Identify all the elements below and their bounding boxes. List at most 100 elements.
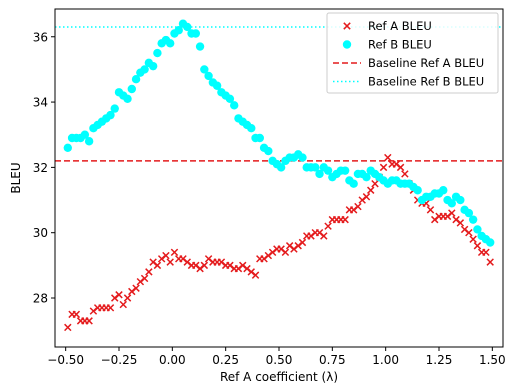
x-tick-label: 0.50 [266, 353, 293, 367]
ref-a-point [162, 251, 170, 260]
ref-a-point [119, 300, 127, 309]
ref-b-point [131, 75, 141, 84]
ref-a-point [448, 209, 456, 217]
ref-b-point [276, 163, 286, 172]
ref-a-point [401, 170, 409, 178]
ref-a-point [324, 222, 332, 230]
ref-a-point [341, 215, 349, 224]
ref-a-point [362, 193, 371, 201]
ref-a-point [426, 206, 435, 214]
x-axis-label: Ref A coefficient (λ) [220, 370, 338, 383]
series-ref-b [63, 19, 495, 247]
y-axis: 28 30 32 34 36 [33, 30, 55, 306]
ref-b-point [486, 238, 495, 247]
ref-a-point [85, 317, 93, 325]
ref-b-point [456, 195, 465, 205]
legend-label: Baseline Ref A BLEU [368, 56, 484, 70]
ref-b-point [110, 104, 119, 113]
ref-b-point [311, 163, 320, 172]
legend-label: Baseline Ref B BLEU [368, 75, 484, 89]
ref-a-point [64, 323, 72, 332]
ref-b-point [166, 39, 175, 48]
x-tick-label: 0.75 [319, 353, 346, 367]
ref-b-point [473, 225, 482, 234]
ref-b-point [468, 215, 478, 224]
ref-a-point [72, 310, 81, 319]
legend-box [326, 12, 499, 94]
ref-b-point [106, 110, 115, 120]
ref-b-point [174, 26, 183, 35]
series-layer [63, 19, 495, 332]
ref-b-point [315, 169, 324, 179]
ref-b-point [264, 146, 273, 156]
ref-b-point [127, 84, 136, 94]
ref-b-point [464, 208, 474, 218]
ref-a-point [482, 248, 490, 257]
x-tick-label: 1.25 [426, 353, 453, 367]
ref-b-point [298, 153, 307, 162]
ref-a-point [384, 153, 392, 162]
ref-b-point [247, 123, 256, 133]
ref-a-point [379, 163, 388, 172]
ref-a-point [298, 238, 307, 247]
ref-a-point [367, 186, 375, 194]
ref-a-point [153, 261, 162, 270]
ref-b-point [225, 94, 235, 104]
ref-a-point [371, 179, 379, 188]
ref-a-point [251, 271, 260, 279]
ref-a-point [200, 261, 209, 270]
ref-a-point [166, 258, 174, 266]
ref-b-point [439, 186, 448, 195]
legend-entry: Ref A BLEU [343, 19, 432, 33]
legend-entry: Baseline Ref B BLEU [333, 75, 484, 89]
ref-b-point [323, 166, 333, 175]
ref-a-point [123, 294, 132, 302]
y-tick-label: 28 [33, 292, 48, 306]
ref-b-point [204, 71, 213, 81]
legend: Ref A BLEU Ref B BLEU Baseline Ref A BLEU B… [326, 12, 499, 94]
ref-b-point [191, 29, 200, 38]
ref-a-point [469, 235, 477, 243]
ref-b-point [63, 143, 72, 152]
ref-b-point [84, 137, 94, 146]
legend-entry: Baseline Ref A BLEU [333, 56, 484, 70]
ref-b-point [140, 65, 149, 74]
legend-entry: Ref B BLEU [342, 38, 432, 52]
ref-b-point [447, 199, 456, 208]
ref-a-point [396, 163, 405, 172]
x-tick-label: −0.50 [47, 353, 84, 367]
x-tick-label: −0.25 [101, 353, 138, 367]
ref-a-point [456, 219, 465, 227]
ref-a-point [115, 291, 123, 299]
x-tick-label: 0.00 [159, 353, 186, 367]
legend-swatch [342, 40, 352, 49]
ref-a-point [145, 268, 153, 276]
ref-b-point [230, 101, 239, 110]
ref-b-point [183, 22, 192, 32]
ref-b-point [200, 65, 209, 74]
ref-a-point [106, 304, 115, 312]
x-tick-label: 1.50 [479, 353, 506, 367]
ref-b-point [349, 179, 358, 188]
ref-b-point [413, 186, 422, 195]
ref-b-point [123, 94, 132, 104]
x-axis: −0.50 −0.25 0.00 0.25 0.50 0.75 1.00 1.25 1.50 [47, 347, 506, 367]
ref-a-point [132, 284, 140, 292]
ref-b-point [148, 61, 158, 71]
x-tick-label: 0.25 [212, 353, 239, 367]
ref-a-point [354, 202, 362, 211]
ref-a-point [140, 274, 149, 283]
y-tick-label: 32 [33, 161, 48, 175]
legend-swatch [343, 22, 351, 30]
ref-b-point [80, 130, 90, 139]
ref-b-point [212, 81, 222, 90]
ref-a-point [170, 248, 179, 257]
series-ref-a [64, 153, 494, 332]
y-tick-label: 34 [33, 96, 48, 110]
x-tick-label: 1.00 [372, 353, 399, 367]
y-tick-label: 36 [33, 30, 48, 44]
ref-a-point [281, 248, 290, 257]
ref-b-point [195, 42, 205, 51]
ref-b-point [340, 166, 350, 175]
